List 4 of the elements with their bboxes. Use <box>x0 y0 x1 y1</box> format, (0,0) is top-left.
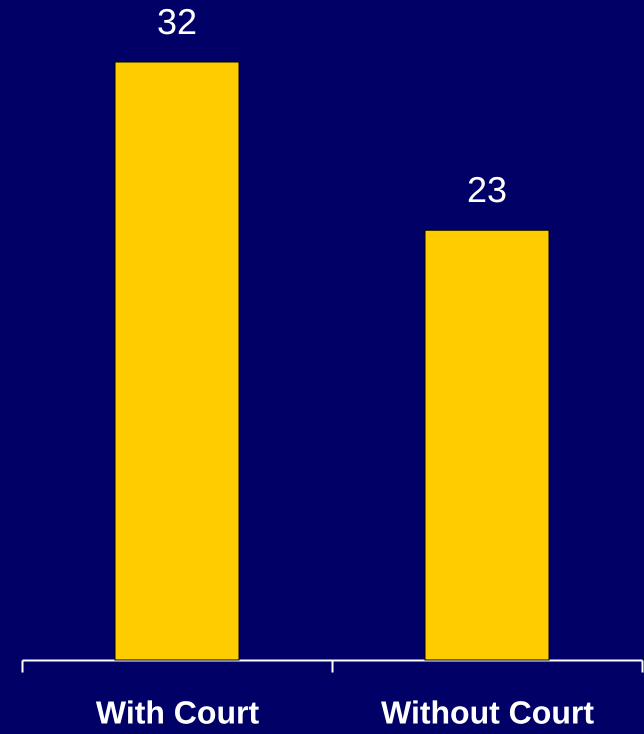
data-label: 32 <box>156 1 198 42</box>
x-tick-label: With Court <box>96 694 260 730</box>
x-tick-label: Without Court <box>381 694 594 730</box>
data-label: 23 <box>466 169 508 210</box>
